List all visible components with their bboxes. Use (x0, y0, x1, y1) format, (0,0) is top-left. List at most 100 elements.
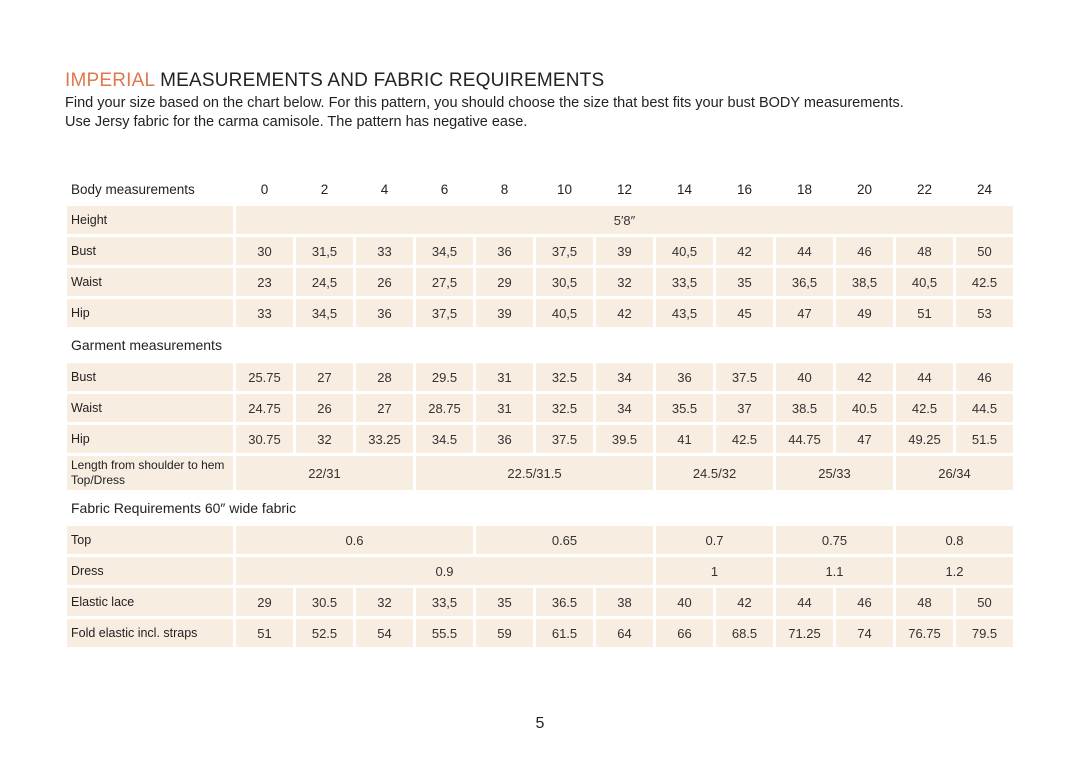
size-header: 24 (976, 181, 993, 197)
cell: 34.5 (416, 425, 473, 453)
data-row: Elastic lace 29 30.5 32 33,5 35 36.5 38 40 42 44 46… (67, 588, 1013, 616)
cell: 49.25 (896, 425, 953, 453)
row-label: Top (67, 526, 233, 554)
cell: 30 (236, 237, 293, 265)
data-row: Hip 33 34,5 36 37,5 39 40,5 42 43,5 45 47 49 51 53 (67, 299, 1013, 327)
cell: 39 (476, 299, 533, 327)
description-line: Use Jersy fabric for the carma camisole.… (65, 114, 528, 130)
data-row: Height 5′8″ (67, 206, 1013, 234)
cell: 55.5 (416, 619, 473, 647)
cell: 23 (236, 268, 293, 296)
cell: 0.75 (776, 526, 893, 554)
cell: 24,5 (296, 268, 353, 296)
cell: 40,5 (896, 268, 953, 296)
cell: 53 (956, 299, 1013, 327)
cell: 33 (356, 237, 413, 265)
cell: 64 (596, 619, 653, 647)
cell: 30,5 (536, 268, 593, 296)
cell: 29 (236, 588, 293, 616)
size-table: Body measurements 0 2 4 6 8 10 12 14 16 18 20 22 24 He… (64, 172, 1016, 650)
cell: 46 (836, 588, 893, 616)
cell: 26/34 (896, 456, 1013, 490)
cell: 48 (896, 237, 953, 265)
description-line: Find your size based on the chart below.… (65, 95, 904, 111)
cell: 50 (956, 588, 1013, 616)
cell: 34,5 (416, 237, 473, 265)
cell: 1.1 (776, 557, 893, 585)
section-heading: Garment measurements (71, 337, 222, 353)
cell: 34,5 (296, 299, 353, 327)
cell: 0.6 (236, 526, 473, 554)
data-row: Waist 24.75 26 27 28.75 31 32.5 34 35.5 37 38.5 40.… (67, 394, 1013, 422)
row-label: Bust (67, 363, 233, 391)
cell: 24.75 (236, 394, 293, 422)
cell: 37.5 (716, 363, 773, 391)
data-row: Length from shoulder to hem Top/Dress 22/… (67, 456, 1013, 490)
cell: 36.5 (536, 588, 593, 616)
cell: 52.5 (296, 619, 353, 647)
cell: 32 (356, 588, 413, 616)
cell: 0.7 (656, 526, 773, 554)
cell: 33 (236, 299, 293, 327)
section-row: Fabric Requirements 60″ wide fabric (67, 493, 1013, 523)
cell: 36 (476, 425, 533, 453)
cell: 36 (656, 363, 713, 391)
cell: 32 (596, 268, 653, 296)
cell: 76.75 (896, 619, 953, 647)
size-header: 6 (440, 181, 449, 197)
cell: 36 (476, 237, 533, 265)
title: IMPERIAL MEASUREMENTS AND FABRIC REQUIRE… (65, 70, 604, 92)
section-heading: Fabric Requirements 60″ wide fabric (71, 500, 297, 516)
cell: 0.8 (896, 526, 1013, 554)
cell: 22.5/31.5 (416, 456, 653, 490)
cell: 27 (296, 363, 353, 391)
cell: 42.5 (956, 268, 1013, 296)
data-row: Waist 23 24,5 26 27,5 29 30,5 32 33,5 35 36,5 38,5 4… (67, 268, 1013, 296)
row-label: Fold elastic incl. straps (67, 619, 233, 647)
description: Find your size based on the chart below.… (65, 94, 904, 132)
cell: 25/33 (776, 456, 893, 490)
cell: 39.5 (596, 425, 653, 453)
cell: 44 (896, 363, 953, 391)
header-label: Body measurements (71, 181, 195, 197)
cell: 38.5 (776, 394, 833, 422)
data-row: Hip 30.75 32 33.25 34.5 36 37.5 39.5 41 42.5 44.75… (67, 425, 1013, 453)
cell: 66 (656, 619, 713, 647)
cell: 27 (356, 394, 413, 422)
cell: 32.5 (536, 363, 593, 391)
cell: 44.5 (956, 394, 1013, 422)
size-header: 20 (856, 181, 873, 197)
cell: 31,5 (296, 237, 353, 265)
cell: 0.65 (476, 526, 653, 554)
cell: 54 (356, 619, 413, 647)
row-label: Hip (67, 425, 233, 453)
cell: 40 (776, 363, 833, 391)
cell: 37 (716, 394, 773, 422)
data-row: Bust 25.75 27 28 29.5 31 32.5 34 36 37.5 40 42 44 46 (67, 363, 1013, 391)
cell: 68.5 (716, 619, 773, 647)
cell: 42 (716, 237, 773, 265)
cell: 44 (776, 237, 833, 265)
cell: 26 (356, 268, 413, 296)
cell: 35.5 (656, 394, 713, 422)
cell: 51 (236, 619, 293, 647)
row-label: Height (67, 206, 233, 234)
cell: 37,5 (536, 237, 593, 265)
row-label: Dress (67, 557, 233, 585)
cell: 29.5 (416, 363, 473, 391)
cell: 59 (476, 619, 533, 647)
cell: 28 (356, 363, 413, 391)
row-label: Length from shoulder to hem Top/Dress (67, 456, 233, 490)
cell: 32 (296, 425, 353, 453)
cell: 30.5 (296, 588, 353, 616)
size-header: 16 (736, 181, 753, 197)
data-row: Bust 30 31,5 33 34,5 36 37,5 39 40,5 42 44 46 48 50 (67, 237, 1013, 265)
cell: 25.75 (236, 363, 293, 391)
cell: 42.5 (896, 394, 953, 422)
cell: 34 (596, 394, 653, 422)
size-header: 22 (916, 181, 933, 197)
cell: 40,5 (536, 299, 593, 327)
size-header: 2 (320, 181, 329, 197)
cell: 79.5 (956, 619, 1013, 647)
page-number: 5 (535, 715, 545, 732)
